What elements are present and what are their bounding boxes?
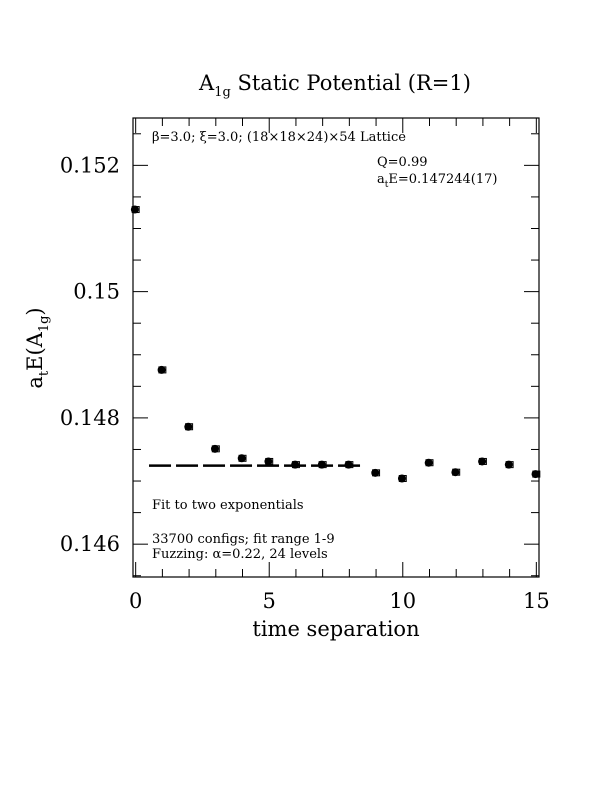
data-point-2: [184, 422, 194, 431]
data-point-marker: [504, 460, 513, 469]
x-tick-labels: 0 5 10 15: [129, 589, 550, 613]
data-point-9: [371, 468, 381, 477]
x-tick-label-3: 15: [523, 589, 550, 613]
data-point-marker: [157, 365, 166, 374]
y-tick-label-2: 0.15: [73, 280, 120, 304]
ylabel-pre: a: [23, 376, 47, 389]
energy-sub: t: [385, 180, 389, 190]
data-point-marker: [264, 457, 273, 466]
data-point-marker: [130, 205, 139, 214]
data-point-12: [451, 468, 461, 477]
data-point-marker: [531, 470, 540, 479]
data-point-8: [344, 460, 354, 469]
ylabel-mid: E(A: [23, 331, 47, 371]
annotation-fit-type: Fit to two exponentials: [152, 498, 304, 513]
axis-ticks: [133, 118, 539, 577]
y-axis-label: atE(A1g): [23, 307, 52, 388]
annotation-fuzzing: Fuzzing: α=0.22, 24 levels: [152, 547, 328, 562]
y-tick-label-1: 0.148: [60, 406, 120, 430]
ylabel-sub2: 1g: [37, 316, 52, 333]
data-point-marker: [344, 460, 353, 469]
data-point-10: [397, 474, 407, 483]
data-point-marker: [211, 444, 220, 453]
data-point-13: [478, 457, 487, 466]
x-axis-label: time separation: [252, 617, 419, 641]
data-point-marker: [317, 460, 326, 469]
data-point-3: [211, 444, 220, 453]
data-point-14: [504, 460, 514, 469]
data-point-marker: [397, 474, 406, 483]
data-point-marker: [291, 460, 300, 469]
data-point-1: [157, 365, 167, 374]
energy-pre: a: [377, 172, 385, 187]
chart-title: A1g Static Potential (R=1): [198, 71, 471, 100]
data-point-15: [531, 470, 541, 479]
data-point-marker: [424, 458, 433, 467]
ylabel-sub1: t: [37, 370, 52, 376]
data-point-marker: [451, 468, 460, 477]
data-point-6: [291, 460, 300, 469]
annotation-energy: atE=0.147244(17): [377, 172, 498, 190]
y-tick-label-0: 0.146: [60, 532, 120, 556]
title-rest: Static Potential (R=1): [231, 71, 471, 95]
annotation-configs: 33700 configs; fit range 1-9: [152, 532, 335, 547]
data-point-0: [130, 205, 140, 214]
data-points: [130, 205, 541, 483]
data-point-marker: [371, 468, 380, 477]
title-base: A: [198, 71, 215, 95]
data-point-7: [317, 460, 327, 469]
data-point-marker: [184, 422, 193, 431]
plot-frame: [132, 117, 540, 578]
y-tick-label-3: 0.152: [60, 153, 120, 177]
x-tick-label-0: 0: [129, 589, 142, 613]
x-tick-label-2: 10: [389, 589, 416, 613]
data-point-marker: [237, 454, 246, 463]
data-point-4: [237, 454, 247, 463]
data-point-11: [424, 458, 434, 467]
title-subscript: 1g: [214, 85, 231, 100]
annotation-lattice: β=3.0; ξ=3.0; (18×18×24)×54 Lattice: [152, 130, 406, 145]
y-tick-labels: 0.146 0.148 0.15 0.152: [60, 153, 120, 556]
data-point-5: [264, 457, 274, 466]
annotation-q: Q=0.99: [377, 155, 428, 170]
ylabel-post: ): [23, 307, 47, 315]
energy-post: E=0.147244(17): [388, 172, 497, 187]
data-point-marker: [478, 457, 487, 466]
x-tick-label-1: 5: [263, 589, 276, 613]
